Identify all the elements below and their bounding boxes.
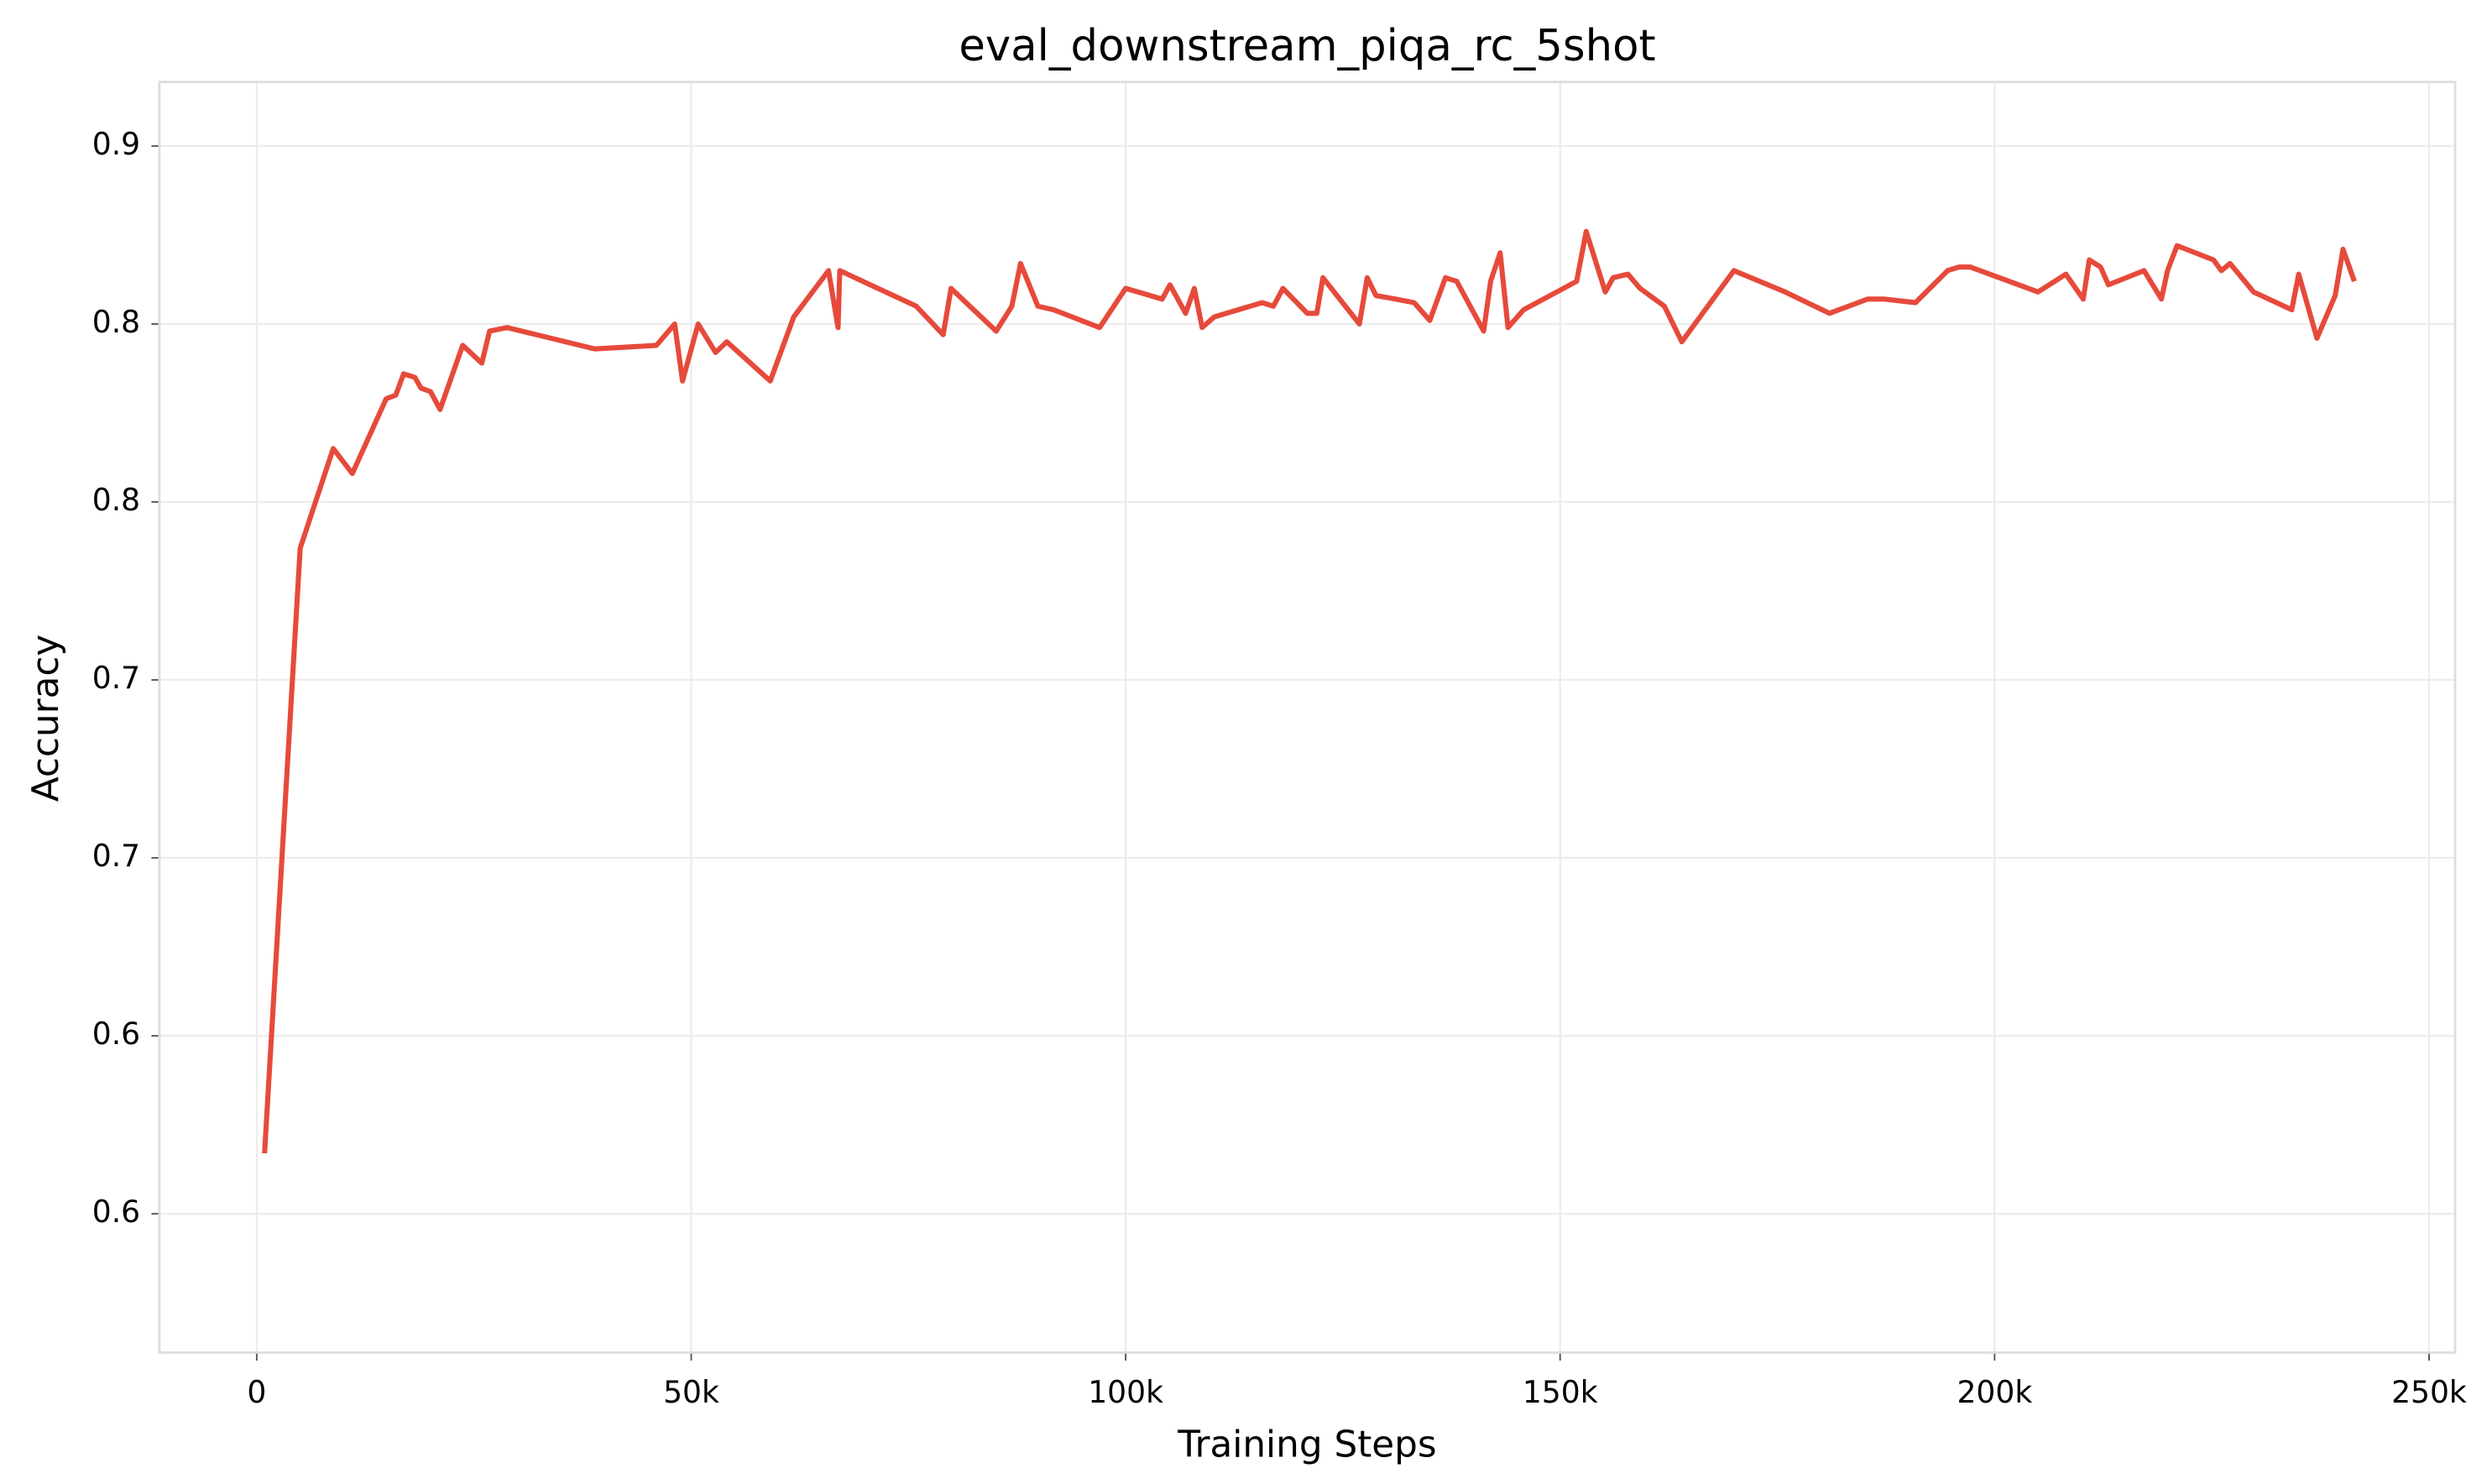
- x-tick-label: 100k: [1088, 1375, 1163, 1410]
- x-tick-label: 0: [247, 1375, 266, 1410]
- y-axis-label: Accuracy: [24, 635, 67, 802]
- data-line: [262, 228, 2357, 1154]
- y-tick-label: 0.6: [92, 1016, 140, 1052]
- x-tick-label: 200k: [1957, 1375, 2032, 1410]
- y-tick-label: 0.8: [92, 305, 140, 340]
- x-tick-label: 50k: [663, 1375, 719, 1410]
- x-axis-label: Training Steps: [1177, 1424, 1436, 1466]
- y-tick-label: 0.8: [92, 483, 140, 518]
- x-tick-label: 250k: [2391, 1375, 2467, 1410]
- chart-title: eval_downstream_piqa_rc_5shot: [959, 21, 1655, 71]
- plot-frame: [158, 81, 2457, 1354]
- y-tick-label: 0.9: [92, 127, 140, 162]
- y-tick-label: 0.7: [92, 661, 140, 696]
- x-tick-label: 150k: [1523, 1375, 1598, 1410]
- y-tick-label: 0.6: [92, 1194, 140, 1230]
- y-tick-label: 0.7: [92, 839, 140, 874]
- marks: [262, 228, 2357, 1154]
- grid: [151, 81, 2456, 1361]
